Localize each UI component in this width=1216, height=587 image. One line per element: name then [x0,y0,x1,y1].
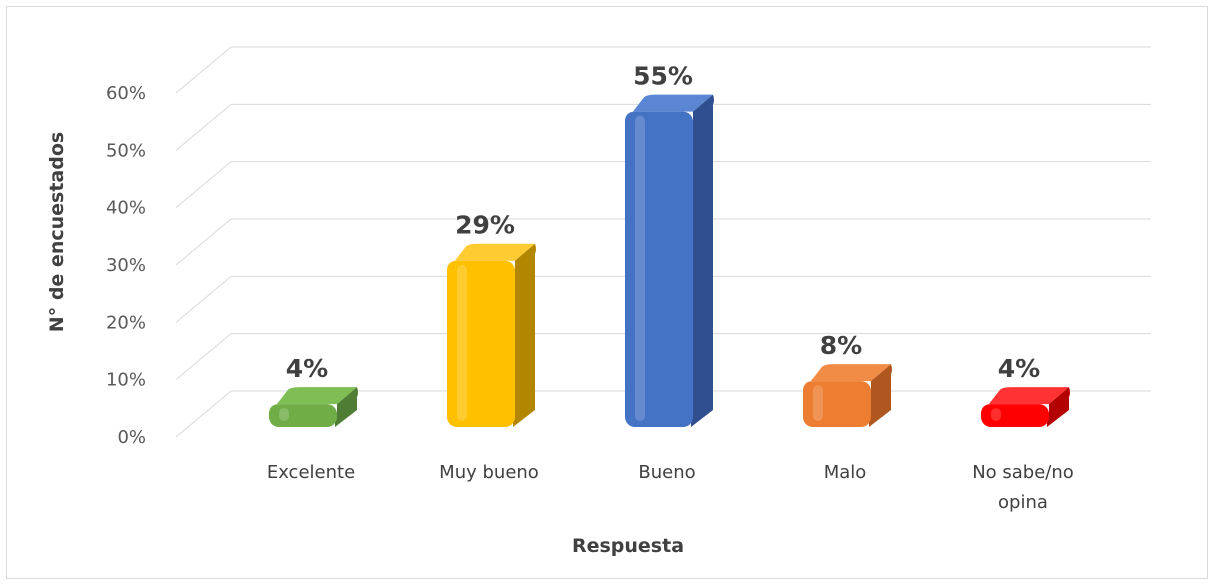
bar-highlight [457,264,467,421]
bar-front [269,404,337,427]
bar-muy-bueno [447,243,536,427]
y-tick-label: 20% [106,312,146,333]
bar-bueno [625,94,714,428]
y-tick-label: 30% [106,255,146,276]
y-tick-label: 0% [117,427,146,448]
data-label: 29% [455,211,515,240]
gridline-diagonal [175,161,232,209]
data-label: 4% [286,354,328,383]
bar-top-edge [693,94,714,122]
x-tick-label: Excelente [267,462,355,483]
bar-top-edge [515,243,536,271]
x-tick-label: Muy bueno [439,462,539,483]
chart-frame [6,6,1208,579]
bar-front [447,260,515,427]
bar-top-edge [337,387,358,415]
y-tick-label: 10% [106,370,146,391]
x-tick-label: No sabe/no [972,462,1074,483]
x-tick-label: Bueno [638,462,695,483]
data-labels: 4% 29% 55% 8% 4% [286,62,1040,383]
x-tick-label: opina [998,492,1048,513]
y-tick-label: 40% [106,198,146,219]
x-axis-title: Respuesta [572,535,684,557]
bar-side [691,104,713,428]
bar-excelente [269,387,358,427]
bar-front [803,381,871,427]
bar-side [335,397,357,427]
bar-front [625,111,693,428]
gridline-diagonal [175,218,232,266]
bar-malo [803,364,892,427]
gridline-diagonal [175,46,232,94]
y-axis-ticks: 0% 10% 20% 30% 40% 50% 60% [106,83,146,448]
gridline-diagonal [175,103,232,151]
bar-top [269,387,357,415]
x-axis-categories: Excelente Muy bueno Bueno Malo No sabe/no opi… [267,462,1074,513]
y-axis-title: N° de encuestados [46,132,68,332]
bars [269,94,1070,428]
bar-top [625,94,713,122]
bar-highlight [279,408,289,421]
bar-top [803,364,891,392]
bar-top [447,243,535,271]
gridline-diagonal [175,333,232,381]
data-label: 55% [633,62,693,91]
bar-side [1047,397,1069,427]
x-tick-label: Malo [824,462,867,483]
bar-no-sabe-no-opina [981,387,1070,427]
bar-top-edge [1049,387,1070,415]
gridline-diagonal [175,390,232,438]
bar-side [513,253,535,427]
y-tick-label: 50% [106,140,146,161]
y-tick-label: 60% [106,83,146,104]
bar-highlight [813,385,823,421]
bar-top-edge [871,364,892,392]
bar-highlight [991,408,1001,421]
bar-highlight [635,115,645,422]
data-label: 4% [998,354,1040,383]
bar-front [981,404,1049,427]
data-label: 8% [820,331,862,360]
bar-top [981,387,1069,415]
gridline-diagonal [175,275,232,323]
